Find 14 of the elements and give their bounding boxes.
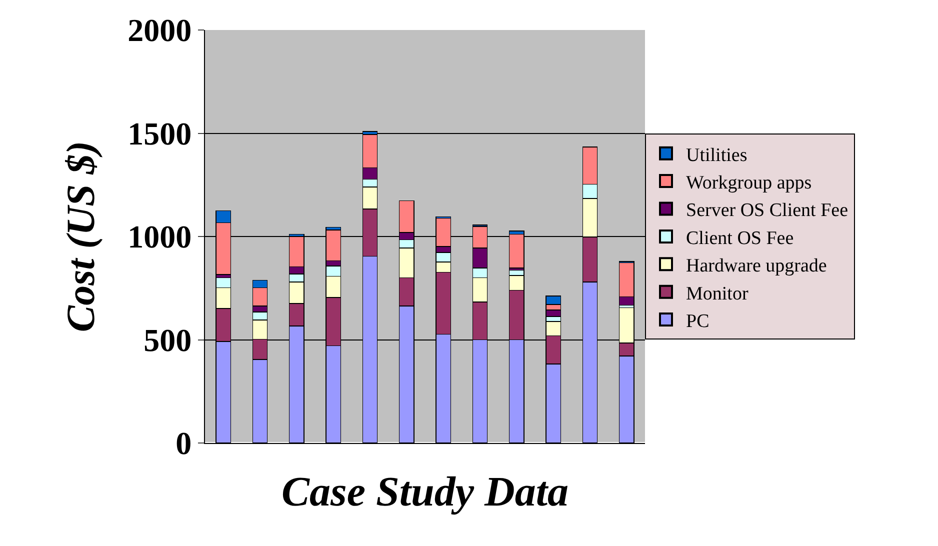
y-tick-label: 0 bbox=[176, 425, 192, 462]
legend-label: Workgroup apps bbox=[686, 172, 812, 194]
y-tick-label: 1500 bbox=[128, 115, 192, 152]
y-axis-title: Cost (US $) bbox=[58, 140, 104, 332]
legend-label: Monitor bbox=[686, 283, 749, 304]
legend-label: Server OS Client Fee bbox=[686, 200, 848, 222]
legend-label: Client OS Fee bbox=[686, 228, 794, 249]
y-tick-label: 1000 bbox=[128, 218, 192, 255]
y-tick-label: 2000 bbox=[128, 12, 192, 48]
legend-label: PC bbox=[686, 310, 710, 332]
legend-label: Hardware upgrade bbox=[686, 256, 827, 277]
x-axis-title: Case Study Data bbox=[281, 469, 569, 516]
y-tick-label: 500 bbox=[144, 322, 192, 358]
legend-label: Utilities bbox=[686, 144, 748, 166]
